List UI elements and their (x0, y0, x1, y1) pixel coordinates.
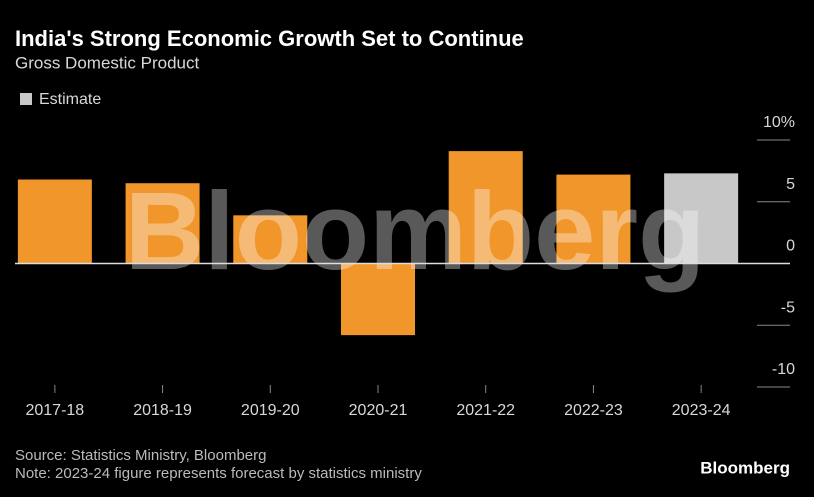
source: Source: Statistics Ministry, Bloomberg (15, 447, 266, 464)
y-tick-label: 0 (786, 238, 795, 255)
watermark: Bloomberg (125, 170, 706, 293)
bar (664, 173, 739, 264)
bar (341, 263, 415, 336)
legend-swatch (20, 93, 32, 105)
y-tick-label: 5 (786, 176, 795, 193)
bar (233, 215, 308, 264)
bar (556, 174, 631, 264)
y-tick-label: -10 (772, 361, 795, 378)
bar (17, 179, 92, 264)
chart-subtitle: Gross Domestic Product (15, 53, 199, 72)
x-tick-label: 2018-19 (133, 402, 192, 419)
x-tick-label: 2020-21 (349, 402, 408, 419)
note: Note: 2023-24 figure represents forecast… (15, 465, 422, 482)
y-tick-label: -5 (781, 299, 795, 316)
x-tick-label: 2023-24 (672, 402, 731, 419)
y-tick-label: 10% (763, 114, 795, 131)
logo: Bloomberg (700, 458, 790, 477)
bar (448, 151, 523, 264)
chart-title: India's Strong Economic Growth Set to Co… (15, 26, 524, 51)
bar (125, 183, 200, 264)
x-tick-label: 2017-18 (25, 402, 84, 419)
x-tick-label: 2022-23 (564, 402, 623, 419)
x-tick-label: 2019-20 (241, 402, 300, 419)
x-tick-label: 2021-22 (456, 402, 515, 419)
legend-label: Estimate (39, 91, 101, 108)
